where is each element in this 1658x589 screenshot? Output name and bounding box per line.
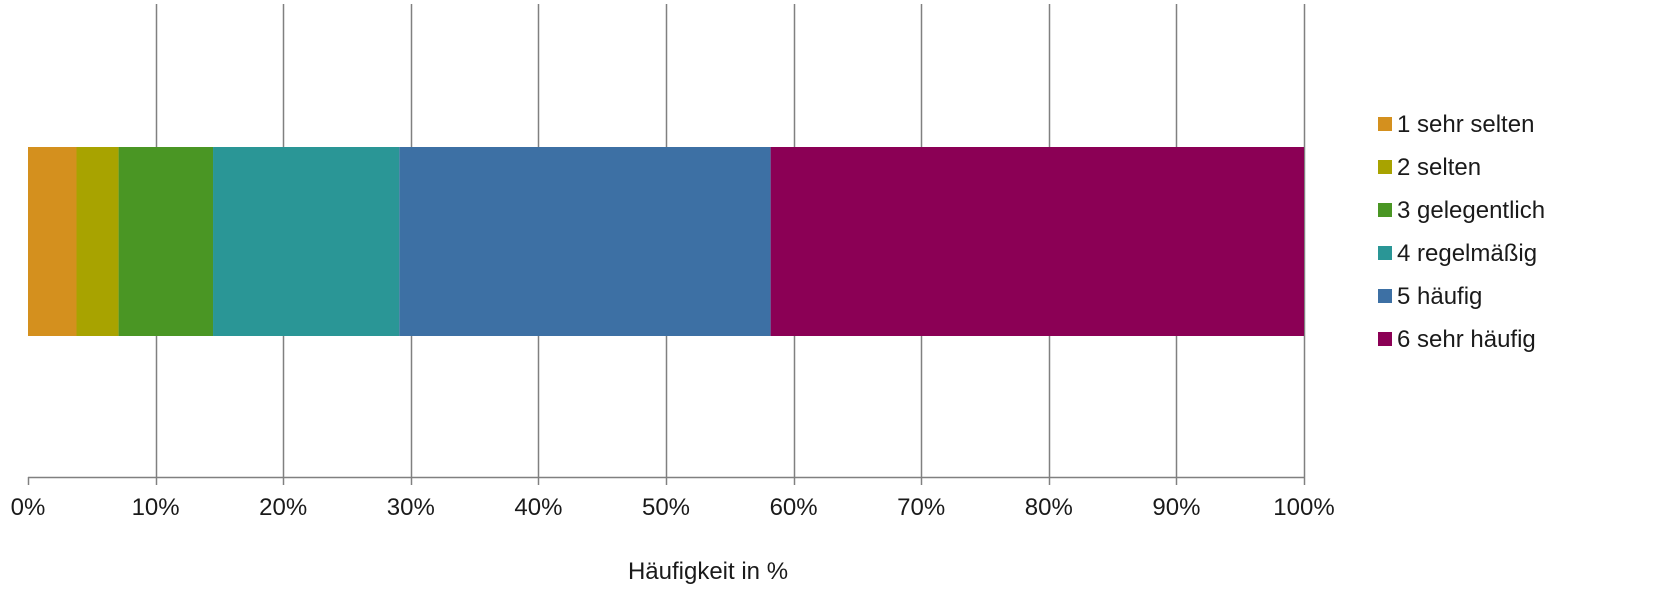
legend-swatch [1378,117,1392,131]
legend-label: 4 regelmäßig [1397,240,1537,267]
bar-segment [399,147,771,336]
x-tick-label: 0% [11,494,46,521]
x-tick-label: 10% [132,494,180,521]
x-tick-label: 90% [1152,494,1200,521]
x-tick-label: 60% [770,494,818,521]
x-tick-label: 70% [897,494,945,521]
legend-label: 3 gelegentlich [1397,197,1545,224]
bar-segment [28,147,77,336]
legend: 1 sehr selten 2 selten 3 gelegentlich 4 reg… [1378,111,1545,353]
legend-swatch [1378,246,1392,260]
legend-item: 2 selten [1378,154,1481,181]
bar-segment [118,147,214,336]
legend-item: 1 sehr selten [1378,111,1534,138]
legend-label: 6 sehr häufig [1397,326,1536,353]
legend-swatch [1378,203,1392,217]
legend-item: 6 sehr häufig [1378,326,1536,353]
legend-swatch [1378,289,1392,303]
legend-item: 5 häufig [1378,283,1482,310]
bar-segments [28,147,1304,336]
legend-swatch [1378,160,1392,174]
x-tick-label: 40% [514,494,562,521]
x-tick-label: 100% [1273,494,1334,521]
x-axis: 0% 10% 20% 30% 40% 50% 60% 70% 80% 90% 100% [11,476,1335,521]
legend-item: 4 regelmäßig [1378,240,1537,267]
x-tick-label: 80% [1025,494,1073,521]
legend-item: 3 gelegentlich [1378,197,1545,224]
bar-segment [770,147,1304,336]
x-tick-label: 30% [387,494,435,521]
bar-segment [76,147,119,336]
legend-label: 1 sehr selten [1397,111,1534,138]
legend-label: 2 selten [1397,154,1481,181]
legend-swatch [1378,332,1392,346]
x-tick-label: 50% [642,494,690,521]
x-axis-title: Häufigkeit in % [628,558,788,585]
bar-segment [213,147,400,336]
x-tick-label: 20% [259,494,307,521]
legend-label: 5 häufig [1397,283,1482,310]
